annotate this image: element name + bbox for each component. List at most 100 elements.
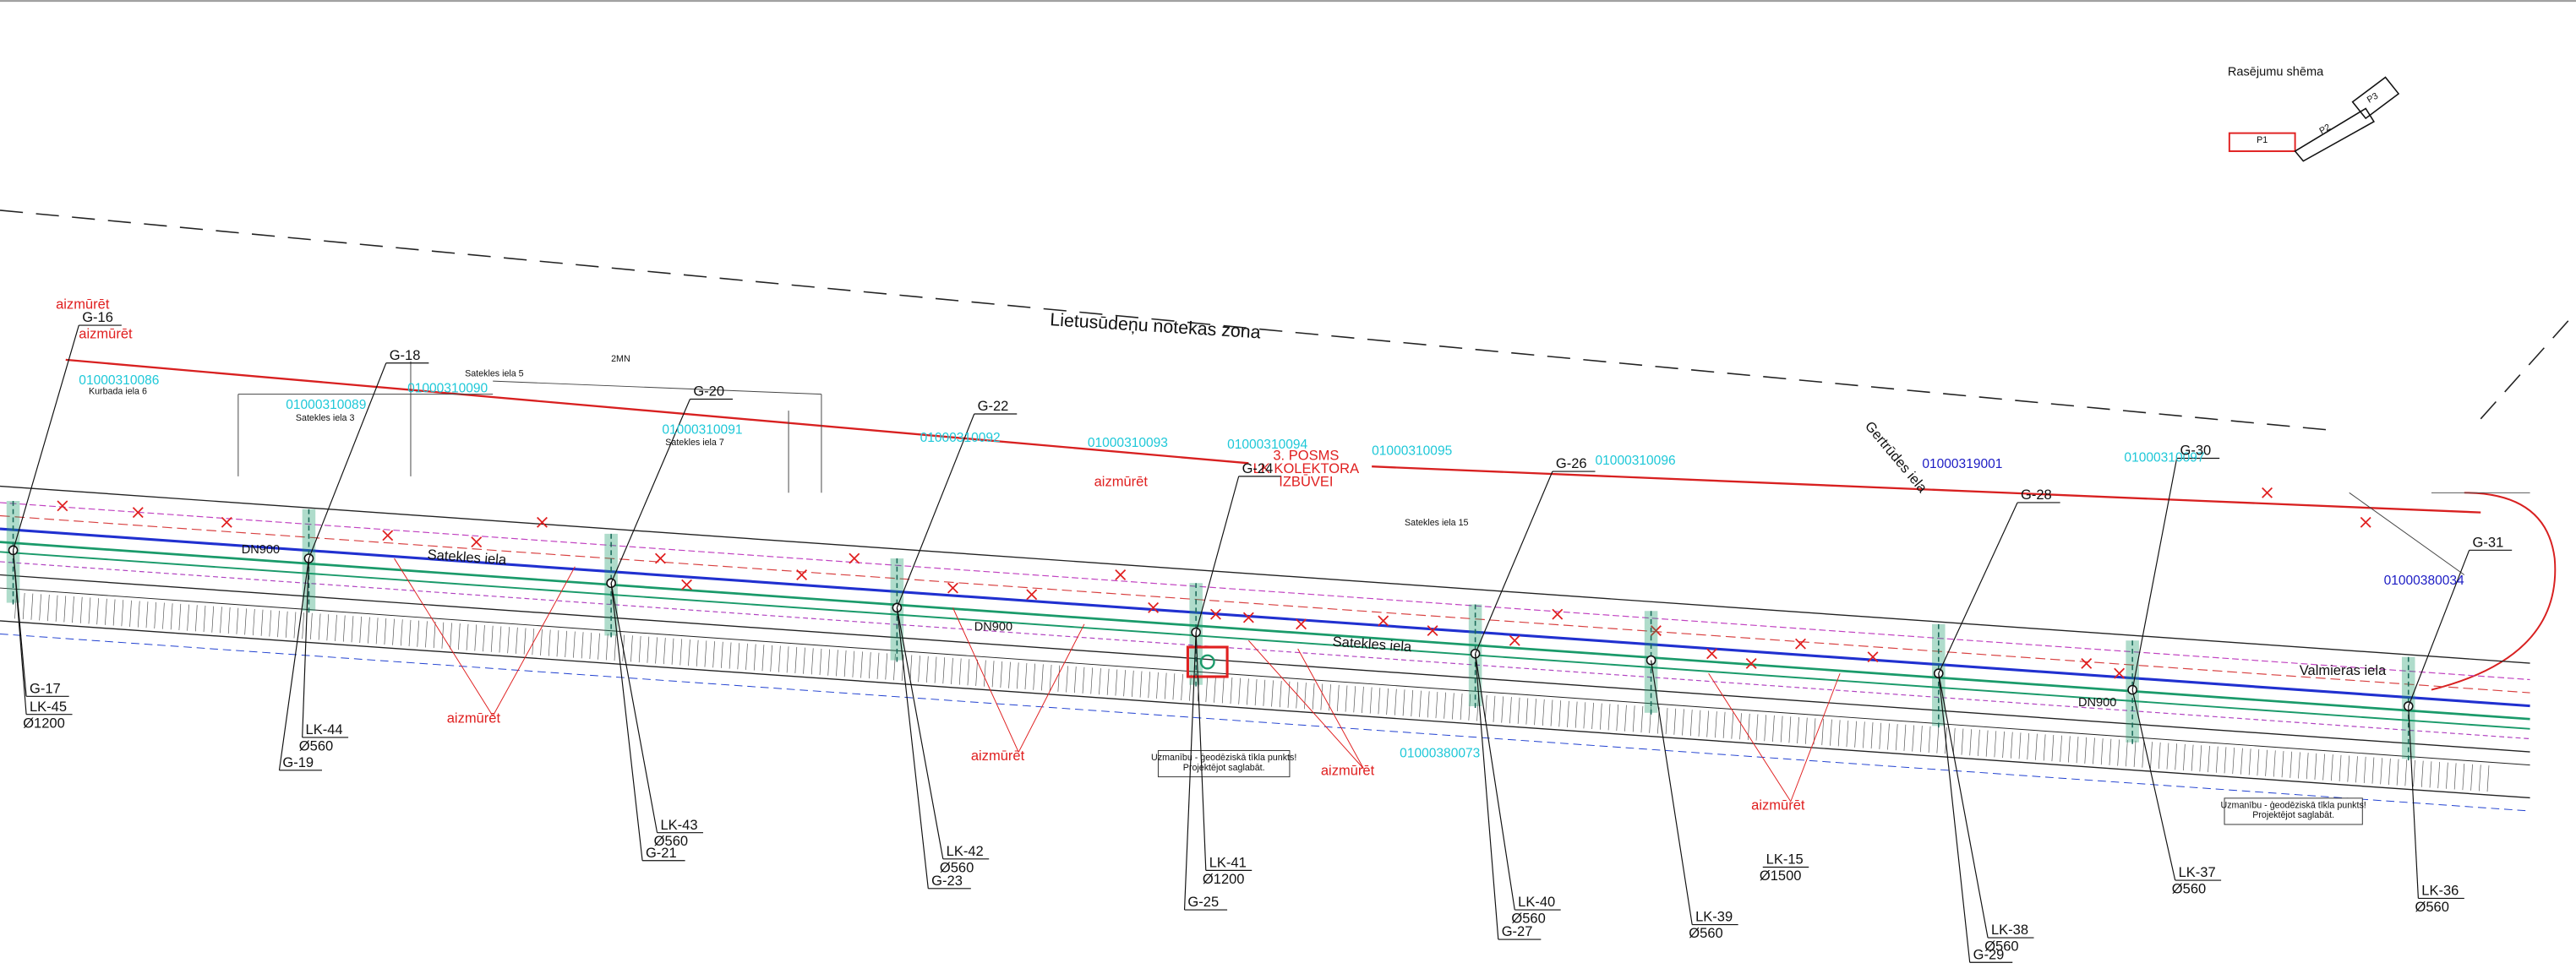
label: G-19: [282, 754, 314, 770]
label: 2MN: [611, 354, 630, 364]
drawing-line: [836, 650, 838, 677]
drawing-line: [1591, 702, 1594, 730]
drawing-line: [1238, 677, 1241, 705]
drawing-line: [810, 648, 814, 675]
label: 01000380073: [1400, 746, 1480, 760]
label: 01000319001: [1922, 457, 2002, 471]
drawing-line: [1427, 691, 1430, 718]
drawing-line: [220, 607, 222, 634]
drawing-line: [375, 618, 379, 645]
drawing-line: [1558, 700, 1562, 727]
drawing-line: [1764, 715, 1767, 742]
drawing-line: [671, 638, 674, 665]
drawing-line: [2068, 736, 2071, 763]
label: 01000310091: [662, 422, 742, 437]
drawing-line: [2126, 740, 2128, 767]
drawing-line: [260, 609, 264, 636]
drawing-line: [2339, 754, 2342, 781]
label: aizmūrēt: [56, 297, 110, 313]
drawing-line: [655, 637, 658, 664]
drawing-line: [1509, 634, 1520, 646]
drawing-line: [1567, 700, 1569, 728]
drawing-line: [433, 621, 436, 649]
drawing-line: [1353, 686, 1356, 713]
label: LK-43: [660, 817, 697, 833]
drawing-line: [359, 616, 362, 643]
drawing-line: [2166, 743, 2169, 770]
drawing-line: [394, 558, 494, 716]
drawing-line: [2081, 658, 2093, 669]
drawing-line: [2158, 742, 2161, 769]
drawing-line: [12, 324, 79, 551]
drawing-line: [1517, 697, 1520, 724]
label: G-28: [2021, 487, 2052, 503]
drawing-line: [2298, 752, 2300, 779]
drawing-line: [2208, 745, 2210, 773]
drawing-line: [0, 541, 2530, 721]
drawing-line: [1475, 653, 1515, 911]
label: 01000310096: [1596, 454, 1676, 468]
drawing-line: [1131, 670, 1134, 697]
drawing-line: [2462, 764, 2465, 791]
drawing-line: [1008, 661, 1011, 688]
drawing-line: [2114, 667, 2126, 679]
label: LK-45: [30, 699, 67, 715]
drawing-line: [1698, 710, 1701, 737]
label: DN900: [974, 621, 1012, 634]
drawing-line: [105, 598, 107, 625]
drawing-line: [1985, 730, 1989, 757]
drawing-line: [1378, 615, 1389, 627]
label: Ø1500: [1760, 868, 1802, 884]
highlight-box: [1186, 645, 1229, 678]
drawing-line: [211, 606, 215, 633]
label: 01000310090: [407, 382, 488, 396]
drawing-line: [896, 607, 929, 889]
drawing-line: [203, 605, 206, 633]
drawing-line: [1879, 722, 1882, 749]
label: LK-40: [1518, 894, 1555, 910]
drawing-line: [1082, 667, 1085, 694]
drawing-line: [679, 639, 683, 666]
drawing-line: [2281, 751, 2284, 778]
drawing-line: [1320, 683, 1323, 710]
drawing-line: [901, 654, 904, 681]
drawing-line: [1181, 673, 1183, 701]
drawing-line: [1296, 682, 1299, 709]
drawing-line: [1837, 720, 1841, 747]
drawing-line: [2470, 764, 2473, 791]
label: G-31: [2473, 534, 2504, 550]
drawing-line: [532, 628, 535, 656]
drawing-line: [2262, 487, 2273, 498]
drawing-line: [1148, 601, 1160, 613]
label: Rasējumu shēma: [2228, 66, 2324, 79]
drawing-line: [55, 595, 58, 622]
drawing-line: [0, 587, 2530, 766]
drawing-line: [2371, 757, 2375, 784]
label: LK-36: [2421, 883, 2459, 899]
label: LK-39: [1695, 909, 1733, 925]
drawing-line: [1026, 589, 1038, 601]
drawing-line: [0, 620, 2530, 799]
label: P1: [2257, 135, 2268, 145]
drawing-line: [1715, 711, 1717, 738]
drawing-line: [1312, 683, 1315, 710]
drawing-line: [1296, 618, 1307, 630]
drawing-line: [0, 551, 2530, 730]
drawing-line: [2131, 458, 2178, 690]
drawing-line: [2273, 750, 2276, 777]
drawing-line: [335, 614, 337, 641]
drawing-line: [408, 619, 412, 647]
drawing-line: [1254, 679, 1258, 706]
drawing-line: [1772, 715, 1775, 743]
label: Satekles iela 7: [665, 438, 724, 448]
drawing-line: [1427, 625, 1438, 637]
drawing-line: [556, 630, 559, 657]
label: G-22: [978, 398, 1009, 414]
drawing-line: [0, 574, 2530, 753]
drawing-line: [1938, 673, 1971, 963]
drawing-line: [2232, 747, 2235, 775]
drawing-line: [947, 582, 958, 594]
drawing-line: [326, 614, 330, 641]
drawing-line: [896, 413, 975, 608]
